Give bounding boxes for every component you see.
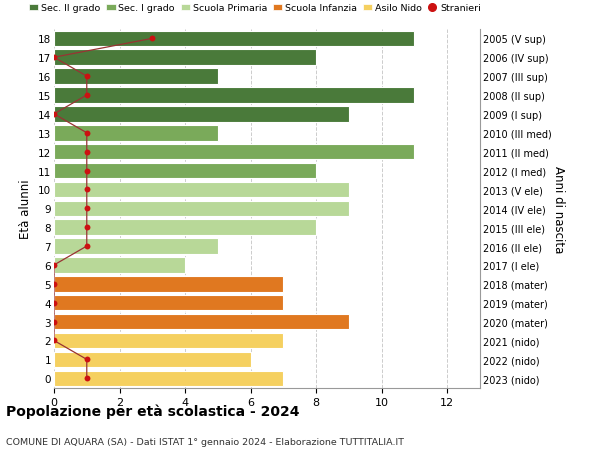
Bar [54,107,349,123]
Bar [54,50,316,66]
Point [82,243,92,250]
Bar [54,295,283,311]
Legend: Sec. II grado, Sec. I grado, Scuola Primaria, Scuola Infanzia, Asilo Nido, Stran: Sec. II grado, Sec. I grado, Scuola Prim… [29,4,481,13]
Bar [54,314,349,330]
Point [49,337,59,344]
Point [82,356,92,363]
Text: Popolazione per età scolastica - 2024: Popolazione per età scolastica - 2024 [6,404,299,419]
Bar [54,276,283,292]
Point [82,205,92,213]
Bar [54,126,218,141]
Y-axis label: Età alunni: Età alunni [19,179,32,239]
Bar [54,371,283,386]
Bar [54,352,251,367]
Bar [54,182,349,198]
Point [82,130,92,137]
Bar [54,32,415,47]
Point [49,318,59,325]
Point [82,73,92,81]
Text: COMUNE DI AQUARA (SA) - Dati ISTAT 1° gennaio 2024 - Elaborazione TUTTITALIA.IT: COMUNE DI AQUARA (SA) - Dati ISTAT 1° ge… [6,437,404,446]
Point [82,186,92,194]
Point [49,280,59,288]
Bar [54,69,218,84]
Bar [54,333,283,348]
Bar [54,201,349,217]
Bar [54,145,415,160]
Point [49,262,59,269]
Point [49,55,59,62]
Point [49,111,59,118]
Point [49,299,59,307]
Bar [54,163,316,179]
Bar [54,257,185,273]
Bar [54,220,316,235]
Point [82,375,92,382]
Point [148,36,157,43]
Bar [54,239,218,254]
Bar [54,88,415,104]
Point [82,149,92,156]
Point [82,92,92,100]
Point [82,224,92,231]
Y-axis label: Anni di nascita: Anni di nascita [553,165,565,252]
Point [82,168,92,175]
